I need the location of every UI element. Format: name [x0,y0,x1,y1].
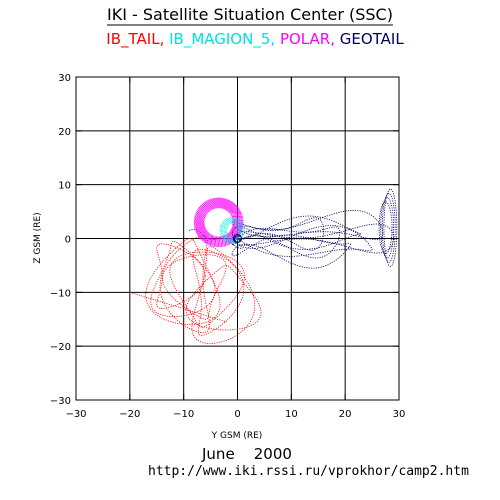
y-tick-label: −10 [50,288,71,299]
polar-orbit-loop [200,203,238,241]
ib-magion-5-orbit-loop [223,220,241,241]
polar-orbit-loop [198,202,239,243]
footer-url: http://www.iki.rssi.ru/vprokhor/camp2.ht… [148,464,469,479]
y-tick-label: −30 [50,396,71,407]
x-tick-label: −10 [173,409,194,420]
ib-tail-orbit-loop [162,254,227,320]
geotail-orbit-edge-loop [381,192,396,263]
polar-orbit-loop [203,207,234,238]
polar-orbit-loop [197,201,240,244]
y-tick-label: −20 [50,342,71,353]
geotail-orbit-loop [231,215,363,250]
x-tick-label: −30 [65,409,86,420]
ib-tail-orbit-streak [129,291,227,323]
y-tick-label: 10 [58,181,71,192]
ib-tail-orbit-loop [150,240,216,318]
polar-orbit-loop [194,198,243,247]
legend-geotail: GEOTAIL [340,30,405,48]
geotail-orbit-loop [231,226,341,259]
legend-sep-3: , [330,30,340,48]
polar-orbit-loop [199,203,238,242]
geotail-orbit-edge-loop [380,197,394,259]
y-tick-label: 30 [58,73,71,84]
ib-magion-5-orbit-loop [222,219,242,242]
ib-tail-orbit-loop [191,246,256,344]
series-legend: IB_TAIL, IB_MAGION_5, POLAR, GEOTAIL [106,30,404,49]
y-tick-label: 20 [58,127,71,138]
legend-sep-2: , [270,30,280,48]
ib-tail-orbit-loop [156,243,206,309]
legend-sep-1: , [160,30,170,48]
geotail-orbit-loop [231,217,324,251]
ticks: −30 −20 −10 0 10 20 30 −30 −20 −10 0 10 20 30 [50,73,405,420]
ib-tail-orbit-loop [169,251,245,328]
ib-magion-5-orbit-loop [219,217,245,244]
x-tick-label: 10 [285,409,298,420]
ib-magion-5-orbit-loop [220,218,244,243]
geotail-orbit-loop [231,234,352,269]
y-tick-label: 0 [65,235,71,246]
ib-magion-5-orbit-loop [226,222,238,239]
earth-marker-circle [233,234,242,243]
orbit-traces: G [129,188,398,344]
x-tick-label: 20 [339,409,352,420]
polar-orbit-loop [202,206,235,239]
geotail-orbit-edge-loop [383,188,398,267]
y-axis-title: Z GSM (RE) [33,212,43,263]
polar-orbit-loop [199,202,239,242]
ib-tail-orbit-loop [185,264,262,331]
geotail-orbit-loop [231,225,373,257]
polar-orbit-loop [200,204,237,241]
footer-date: June 2000 [201,445,292,463]
ib-tail-orbit-loop [145,238,221,325]
chart-title: IKI - Satellite Situation Center (SSC) [107,5,393,24]
x-axis-title: Y GSM (RE) [211,431,263,441]
legend-ib-tail: IB_TAIL [106,30,160,49]
legend-ib-magion-5: IB_MAGION_5 [169,30,270,49]
x-tick-label: 0 [234,409,240,420]
polar-orbit-loop [196,199,242,245]
earth-marker-label: G [234,235,242,246]
x-tick-label: 30 [393,409,406,420]
ib-magion-5-orbit-loop [225,221,240,240]
geotail-orbit-edge-loop [378,201,393,255]
polar-orbit-loop [201,205,236,240]
ib-tail-orbit-loop [192,248,245,336]
x-tick-label: −20 [119,409,140,420]
geotail-orbit-tail [189,229,243,249]
polar-orbit-loop [202,205,236,239]
legend-polar: POLAR [280,30,330,48]
